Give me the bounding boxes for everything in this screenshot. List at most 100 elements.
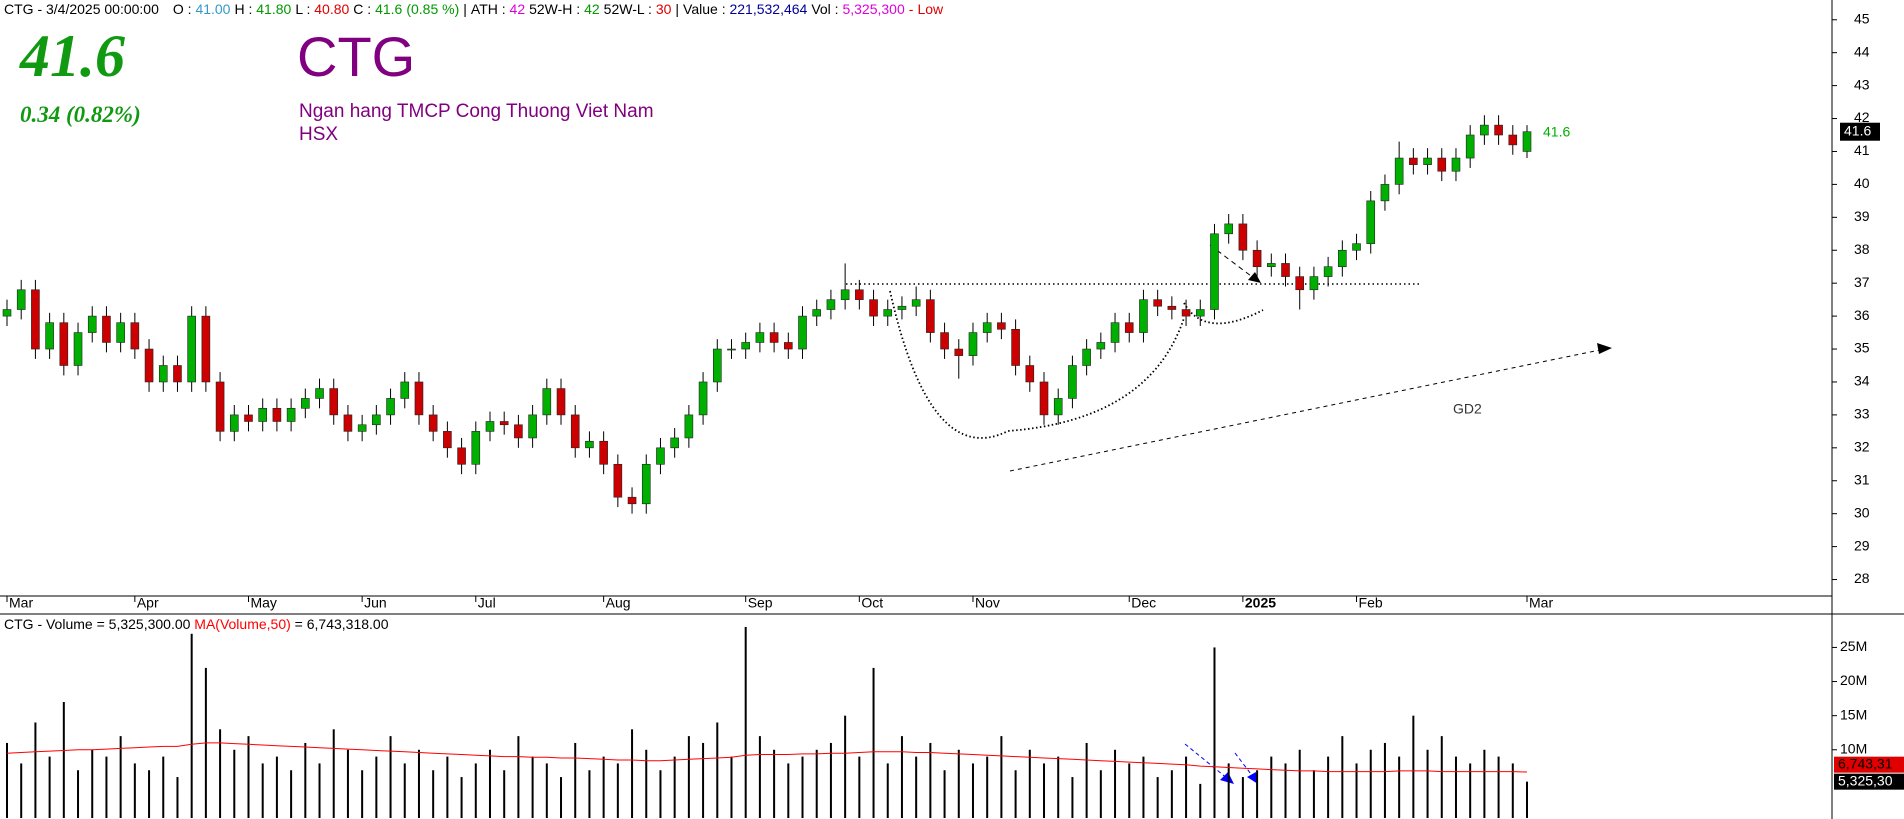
candle-body (31, 289, 40, 350)
volume-bar (957, 749, 960, 818)
volume-bar (531, 756, 534, 818)
volume-bar (1440, 736, 1443, 818)
candle-body (627, 496, 637, 505)
ma-badge-label: 6,743,31 (1838, 755, 1893, 771)
volume-bar (1426, 749, 1429, 818)
header-line: CTG - 3/4/2025 00:00:00 O : 41.00 H : 41.8… (4, 1, 947, 17)
volume-badge (1834, 773, 1904, 790)
candle-body (201, 315, 211, 383)
candle-body (926, 299, 935, 333)
volume-bar (986, 756, 989, 818)
x-tick-label: Jul (478, 595, 496, 611)
volume-bar (1213, 647, 1216, 818)
arrow-head (1597, 343, 1612, 354)
candle-body (1380, 184, 1390, 202)
volume-bar (744, 626, 747, 818)
header-item: C : (353, 1, 376, 17)
y-tick-label: 15M (1840, 706, 1867, 722)
candle-body (1323, 266, 1333, 277)
volume-legend: CTG - Volume = 5,325,300.00 MA(Volume,50… (4, 616, 389, 632)
y-tick-label: 32 (1854, 439, 1870, 455)
volume-bar (119, 736, 122, 818)
volume-bar (1256, 770, 1259, 818)
volume-bar (915, 756, 918, 818)
volume-panel: 10M 15M 20M 25M 6,743,315,325,30 (6, 626, 1904, 818)
candle-body (1394, 157, 1404, 185)
candle-body (855, 289, 864, 300)
candle-body (1210, 233, 1219, 310)
volume-bar (886, 763, 889, 818)
volume-bar (844, 715, 847, 818)
volume-bar (1341, 736, 1344, 818)
legend-value: = 6,743,318.00 (295, 616, 389, 632)
volume-bar (304, 742, 307, 818)
candle-body (1366, 200, 1376, 244)
candle-body (1195, 309, 1205, 317)
volume-bar (162, 756, 165, 818)
candle-body (911, 299, 921, 307)
candle-body (1025, 365, 1035, 383)
candle-body (1238, 223, 1248, 251)
candle-body (16, 289, 26, 310)
volume-bar (190, 633, 193, 818)
candle-body (499, 421, 509, 426)
volume-bar (1014, 770, 1017, 818)
volume-bar (432, 770, 435, 818)
candle-body (372, 414, 381, 426)
candle-body (1522, 131, 1532, 152)
y-tick-label: 38 (1854, 241, 1870, 257)
volume-bar (815, 749, 818, 818)
volume-bar (560, 777, 563, 818)
volume-bar (687, 736, 690, 818)
y-tick-label: 29 (1854, 537, 1870, 553)
exchange: HSX (299, 124, 339, 145)
volume-bar (474, 763, 477, 818)
volume-badge-label: 5,325,30 (1838, 772, 1893, 788)
x-tick-label: Aug (606, 595, 631, 611)
candle-body (656, 447, 665, 465)
volume-bar (1526, 781, 1528, 818)
volume-bar (176, 777, 179, 818)
candle-body (1053, 398, 1063, 416)
x-tick-label: Mar (1529, 595, 1553, 611)
header-item: 42 (584, 1, 600, 17)
volume-bar (1469, 763, 1472, 818)
volume-bar (1497, 756, 1500, 818)
volume-arrow (1234, 752, 1255, 779)
y-tick-label: 43 (1854, 76, 1870, 92)
header-item: 41.00 (195, 1, 231, 17)
volume-bar (716, 722, 719, 818)
volume-bar (503, 770, 506, 818)
candle-body (1352, 243, 1361, 251)
candle-body (798, 315, 807, 350)
volume-bar (275, 756, 278, 818)
volume-bar (773, 749, 776, 818)
header-item: Value : (683, 1, 730, 17)
volume-bar (1284, 763, 1287, 818)
legend-name: MA(Volume,50) (194, 616, 290, 632)
candle-body (784, 342, 793, 350)
candle-body (73, 332, 83, 366)
volume-bar (631, 729, 634, 818)
candle-body (315, 388, 324, 399)
volume-bar (148, 770, 151, 818)
candle-body (1451, 157, 1461, 172)
y-tick-label: 28 (1854, 570, 1870, 586)
volume-bar (1369, 749, 1372, 818)
volume-bar (1128, 763, 1131, 818)
volume-bar (6, 742, 8, 818)
price-change: 0.34 (0.82%) (20, 102, 141, 127)
candle-body (1480, 124, 1489, 136)
candle-body (1423, 157, 1432, 165)
volume-bar (1511, 763, 1514, 818)
y-tick-label: 30 (1854, 504, 1870, 520)
candle-body (428, 414, 438, 432)
volume-bar (346, 749, 349, 818)
price-badge-label: 41.6 (1844, 122, 1871, 138)
ma-line (6, 742, 1528, 773)
volume-bar (290, 770, 293, 818)
candle-body (258, 408, 268, 422)
header-item: CTG - 3/4/2025 00:00:00 (4, 1, 159, 17)
volume-bar (659, 770, 662, 818)
